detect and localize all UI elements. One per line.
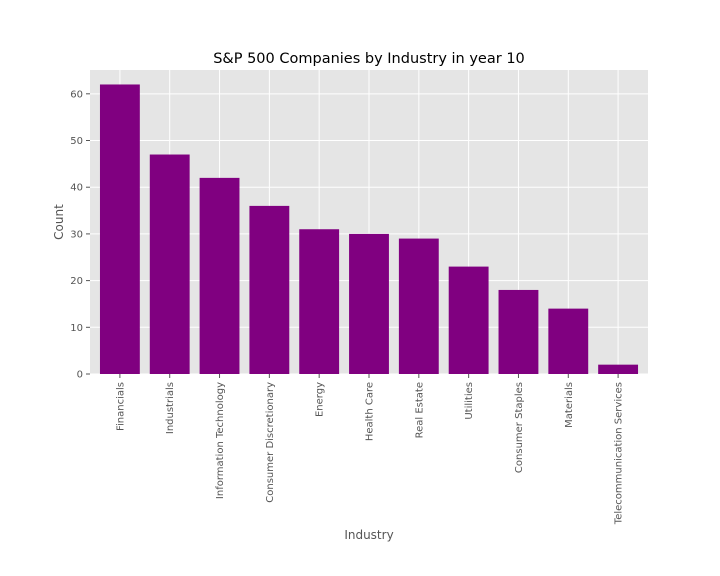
bar-energy: [299, 229, 340, 374]
y-tick-label: 60: [70, 89, 83, 100]
x-tick-label: Energy: [315, 382, 326, 417]
chart-title: S&P 500 Companies by Industry in year 10: [213, 51, 525, 67]
y-tick-label: 10: [70, 323, 83, 334]
y-tick-label: 0: [77, 370, 83, 381]
x-tick-label: Financials: [115, 382, 126, 431]
x-axis-label: Industry: [344, 528, 393, 542]
y-tick-label: 40: [70, 183, 83, 194]
x-tick-label: Utilities: [464, 382, 475, 420]
x-tick-label: Materials: [564, 382, 575, 428]
bar-information-technology: [199, 177, 240, 374]
bar-consumer-discretionary: [249, 205, 290, 374]
x-axis-ticks: Financials Industrials Information Technol…: [115, 374, 625, 525]
x-tick-label: Industrials: [165, 382, 176, 434]
y-axis-label: Count: [52, 204, 66, 240]
x-tick-label: Consumer Staples: [514, 382, 525, 473]
bar-industrials: [149, 154, 190, 374]
x-tick-label: Information Technology: [215, 382, 226, 499]
y-axis-ticks: 0 10 20 30 40 50 60: [70, 89, 90, 381]
bar-financials: [99, 84, 140, 374]
bar-health-care: [349, 233, 389, 374]
bar-telecommunication-services: [598, 364, 639, 374]
bar-real-estate: [398, 238, 439, 374]
bars: [99, 84, 639, 374]
bar-utilities: [448, 266, 489, 374]
y-tick-label: 20: [70, 276, 83, 287]
x-tick-label: Real Estate: [414, 382, 425, 438]
x-tick-label: Health Care: [365, 382, 376, 441]
x-tick-label: Telecommunication Services: [614, 382, 625, 525]
bar-materials: [548, 308, 589, 374]
y-tick-label: 50: [70, 136, 83, 147]
y-tick-label: 30: [70, 229, 83, 240]
bar-consumer-staples: [498, 289, 539, 374]
x-tick-label: Consumer Discretionary: [265, 382, 276, 503]
